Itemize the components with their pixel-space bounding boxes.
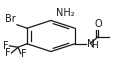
Text: NH₂: NH₂ <box>56 8 75 18</box>
Text: F: F <box>21 49 27 59</box>
Text: Br: Br <box>5 14 16 24</box>
Text: O: O <box>95 19 102 29</box>
Text: N: N <box>87 39 95 49</box>
Text: F: F <box>3 41 9 51</box>
Text: H: H <box>91 41 98 50</box>
Text: F: F <box>5 48 11 58</box>
